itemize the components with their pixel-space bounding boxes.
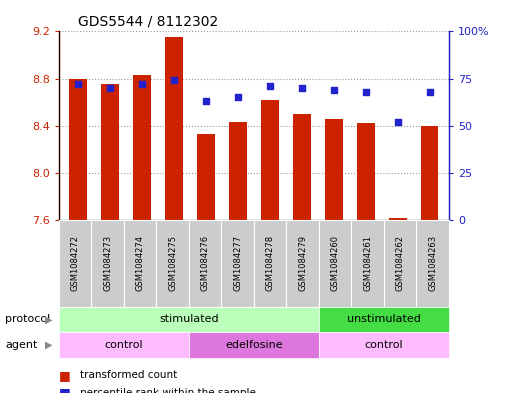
Point — [106, 85, 114, 91]
Text: control: control — [365, 340, 403, 350]
Bar — [261, 100, 279, 220]
Point — [298, 85, 306, 91]
Point — [426, 89, 434, 95]
Bar — [165, 37, 183, 220]
Text: GSM1084263: GSM1084263 — [428, 235, 437, 291]
Text: control: control — [105, 340, 143, 350]
Text: GSM1084279: GSM1084279 — [298, 235, 307, 291]
Text: percentile rank within the sample: percentile rank within the sample — [80, 388, 255, 393]
Point — [330, 87, 338, 93]
Text: edelfosine: edelfosine — [225, 340, 283, 350]
Text: GSM1084260: GSM1084260 — [331, 235, 340, 291]
Point — [362, 89, 370, 95]
Point — [74, 81, 82, 87]
Text: GDS5544 / 8112302: GDS5544 / 8112302 — [78, 15, 219, 29]
Text: agent: agent — [5, 340, 37, 350]
Point — [170, 77, 178, 84]
Point — [266, 83, 274, 89]
Point — [393, 119, 402, 125]
Text: GSM1084276: GSM1084276 — [201, 235, 210, 291]
Point — [202, 98, 210, 105]
Bar — [357, 123, 374, 220]
Text: GSM1084278: GSM1084278 — [266, 235, 274, 291]
Text: ▶: ▶ — [45, 340, 52, 350]
Text: ■: ■ — [59, 369, 71, 382]
Text: GSM1084272: GSM1084272 — [71, 235, 80, 291]
Bar — [229, 122, 247, 220]
Bar — [293, 114, 311, 220]
Text: stimulated: stimulated — [159, 314, 219, 324]
Bar — [325, 119, 343, 220]
Text: ▶: ▶ — [45, 314, 52, 324]
Text: GSM1084262: GSM1084262 — [396, 235, 405, 291]
Text: GSM1084274: GSM1084274 — [136, 235, 145, 291]
Point — [138, 81, 146, 87]
Text: GSM1084275: GSM1084275 — [168, 235, 177, 291]
Bar — [69, 79, 87, 220]
Text: GSM1084273: GSM1084273 — [103, 235, 112, 291]
Bar — [197, 134, 215, 220]
Text: ■: ■ — [59, 386, 71, 393]
Text: protocol: protocol — [5, 314, 50, 324]
Text: unstimulated: unstimulated — [347, 314, 421, 324]
Bar — [389, 218, 406, 220]
Text: GSM1084277: GSM1084277 — [233, 235, 242, 291]
Point — [234, 94, 242, 101]
Text: transformed count: transformed count — [80, 370, 177, 380]
Bar — [421, 126, 439, 220]
Bar — [133, 75, 151, 220]
Bar — [102, 84, 119, 220]
Text: GSM1084261: GSM1084261 — [363, 235, 372, 291]
